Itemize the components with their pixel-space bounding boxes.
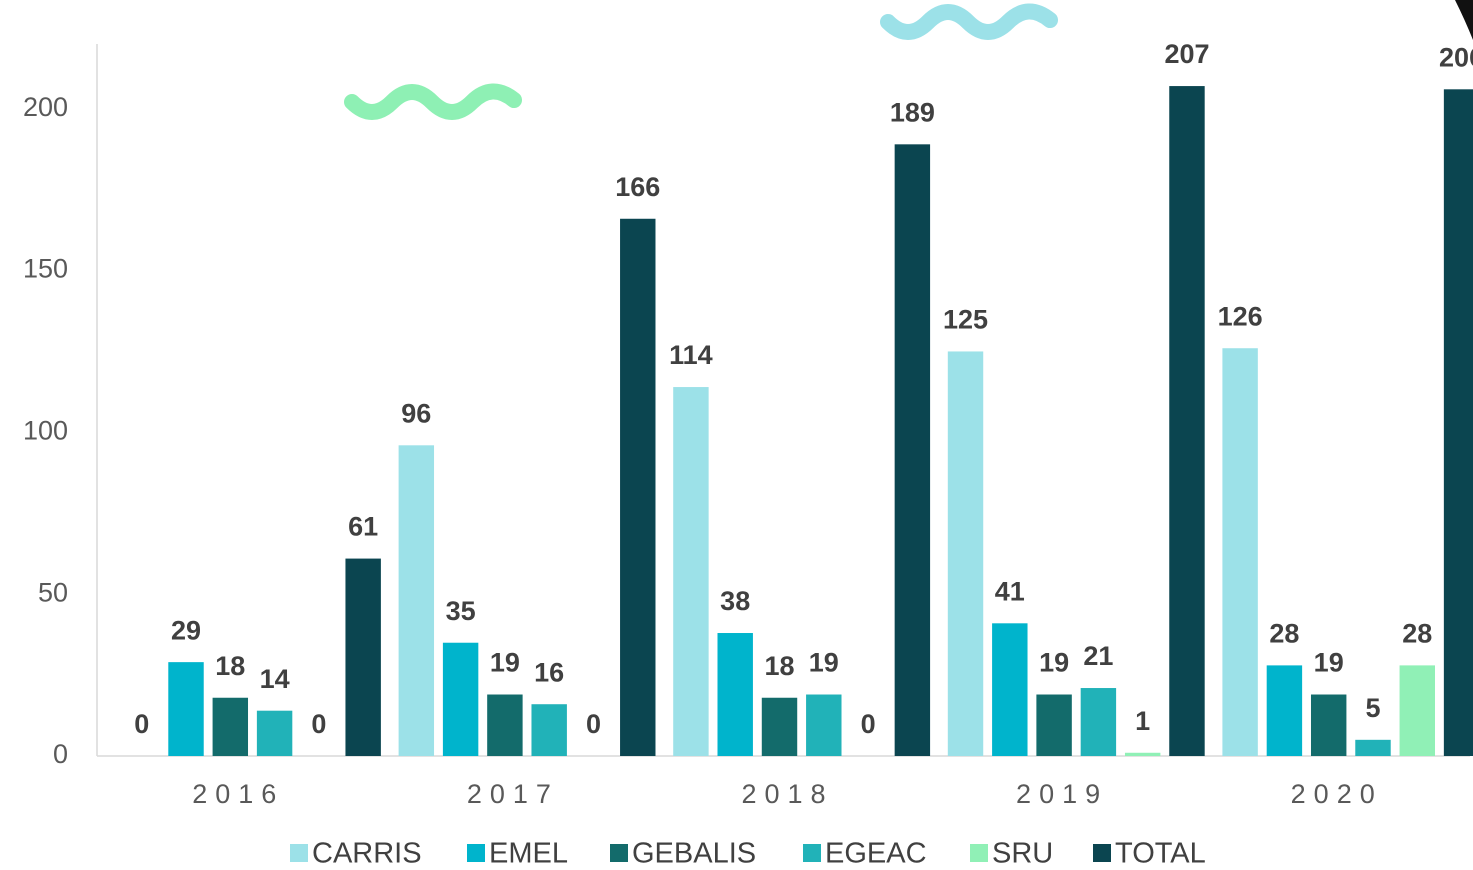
legend-label: SRU [992,838,1053,870]
data-label: 0 [586,709,601,739]
bar [806,695,841,756]
bar [948,351,983,756]
bar [1311,695,1346,756]
legend-swatch [467,844,485,862]
legend-swatch [610,844,628,862]
bar [1444,89,1473,756]
legend-swatch [290,844,308,862]
data-label: 28 [1402,619,1432,649]
data-label: 0 [861,709,876,739]
bar [620,219,655,756]
data-label: 166 [615,172,660,202]
legend-label: GEBALIS [632,838,756,870]
x-tick-label: 2018 [741,779,833,809]
data-label: 19 [1039,648,1069,678]
legend-swatch [803,844,821,862]
data-label: 14 [260,664,290,694]
bar [345,559,380,756]
bar [673,387,708,756]
data-label: 1 [1135,706,1150,736]
decoration [352,91,514,112]
data-label: 29 [171,615,201,645]
data-label: 207 [1164,39,1209,69]
bar [762,698,797,756]
y-tick-label: 0 [53,739,68,769]
x-tick-label: 2019 [1016,779,1108,809]
decoration [888,11,1050,32]
bar [257,711,292,756]
bar [895,144,930,756]
bar [1400,665,1435,756]
legend-swatch [970,844,988,862]
bar [1169,86,1204,756]
y-tick-label: 50 [38,577,68,607]
x-tick-label: 2016 [192,779,284,809]
x-tick-label: 2020 [1291,779,1383,809]
bar [717,633,752,756]
data-label: 28 [1269,619,1299,649]
chart: 0501001502002016029181406120179635191601… [0,0,1473,870]
bar [531,704,566,756]
bar [1355,740,1390,756]
data-label: 21 [1083,641,1113,671]
data-label: 35 [446,596,476,626]
y-tick-label: 150 [23,254,68,284]
legend-swatch [1093,844,1111,862]
legend-label: EGEAC [825,838,927,870]
x-tick-label: 2017 [467,779,559,809]
bar [1081,688,1116,756]
bar [992,623,1027,756]
data-label: 0 [134,709,149,739]
bar [1222,348,1257,756]
legend-label: CARRIS [312,838,422,870]
bar [168,662,203,756]
data-label: 96 [401,398,431,428]
data-label: 19 [1314,648,1344,678]
bar [1125,753,1160,756]
data-label: 61 [348,512,378,542]
legend-label: EMEL [489,838,568,870]
data-label: 19 [490,648,520,678]
data-label: 189 [890,97,935,127]
y-tick-label: 200 [23,92,68,122]
data-label: 38 [720,586,750,616]
data-label: 126 [1218,301,1263,331]
bar [213,698,248,756]
data-label: 19 [809,648,839,678]
data-label: 16 [534,657,564,687]
bar [399,445,434,756]
decoration [1455,0,1473,40]
data-label: 125 [943,305,988,335]
legend-label: TOTAL [1115,838,1206,870]
data-label: 41 [995,576,1025,606]
data-label: 5 [1365,693,1380,723]
data-label: 0 [311,709,326,739]
data-label: 114 [669,340,713,370]
y-tick-label: 100 [23,415,68,445]
data-label: 18 [764,651,794,681]
bar [443,643,478,756]
bar [1036,695,1071,756]
bar [1267,665,1302,756]
data-label: 18 [215,651,245,681]
data-label: 206 [1439,42,1473,72]
bar [487,695,522,756]
